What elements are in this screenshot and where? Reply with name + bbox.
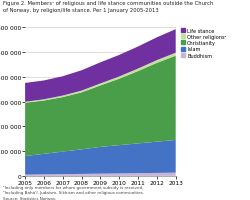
Text: of Norway, by religion/life stance. Per 1 January 2005-2013: of Norway, by religion/life stance. Per … — [2, 8, 158, 13]
Text: Figure 2. Members¹ of religious and life stance communities outside the Church: Figure 2. Members¹ of religious and life… — [2, 1, 212, 6]
Text: ¹Including only members for whom government subsidy is received.: ¹Including only members for whom governm… — [2, 185, 142, 189]
Text: Source: Statistics Norway.: Source: Statistics Norway. — [2, 196, 55, 200]
Text: ²Including Bahá’í, Judaism, Sikhism and other religious communities.: ²Including Bahá’í, Judaism, Sikhism and … — [2, 190, 143, 194]
Legend: Life stance, Other religions², Christianity, Islam, Buddhism: Life stance, Other religions², Christian… — [180, 28, 226, 58]
